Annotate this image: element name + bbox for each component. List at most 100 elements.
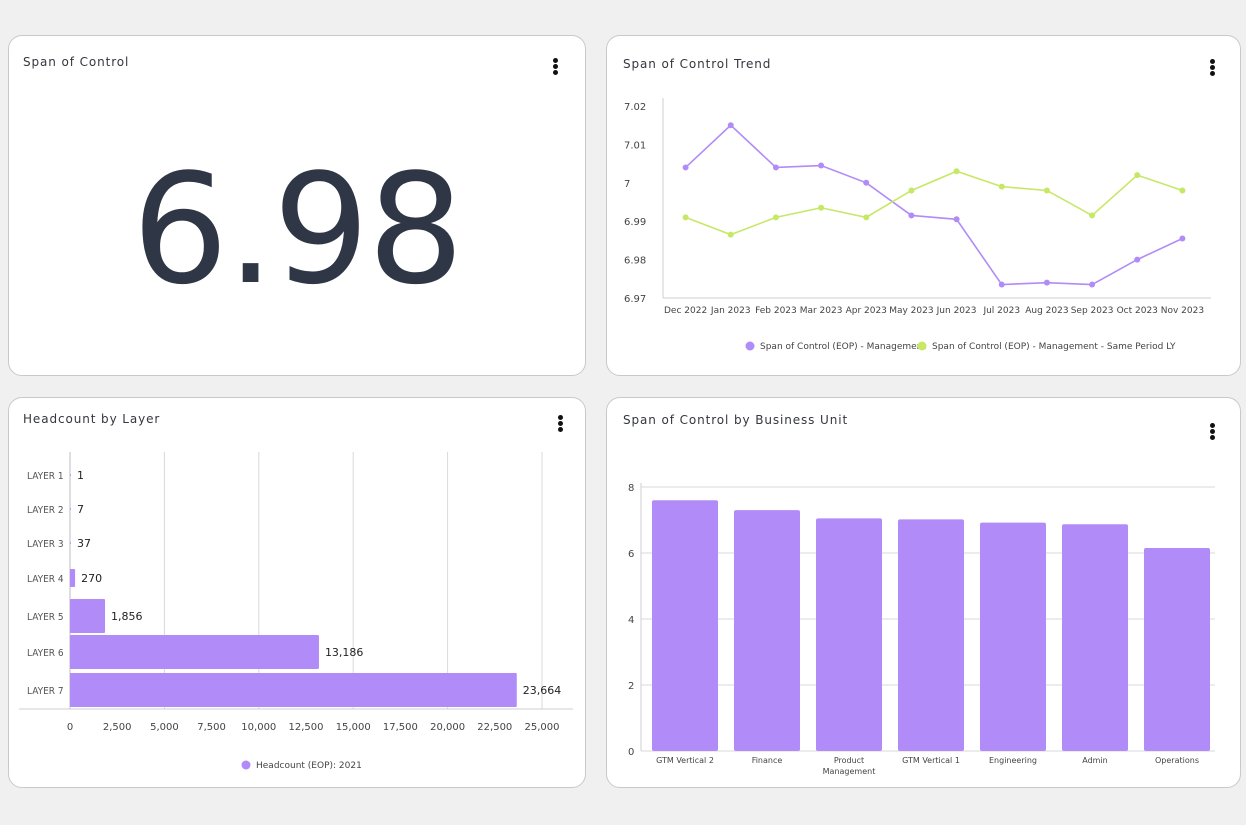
x-tick-label: 15,000 bbox=[336, 722, 371, 733]
x-tick-label: 17,500 bbox=[383, 722, 418, 733]
y-tick-label: 8 bbox=[628, 483, 634, 494]
data-point bbox=[727, 122, 734, 129]
x-tick-label: 22,500 bbox=[477, 722, 512, 733]
bar bbox=[70, 673, 517, 707]
data-point bbox=[772, 214, 779, 221]
x-tick-label: Sep 2023 bbox=[1071, 306, 1114, 316]
kebab-menu-icon[interactable] bbox=[551, 57, 561, 77]
bar bbox=[70, 542, 71, 544]
x-tick-label: 0 bbox=[67, 722, 73, 733]
data-point bbox=[908, 187, 915, 194]
headcount-card: Headcount by Layer LAYER 1 1 LAYER 2 7 LAYER… bbox=[8, 397, 586, 788]
x-tick-label: Operations bbox=[1155, 756, 1199, 765]
y-tick-label: 4 bbox=[628, 615, 634, 626]
data-point bbox=[953, 216, 960, 223]
kebab-menu-icon[interactable] bbox=[1208, 58, 1218, 78]
data-point bbox=[1134, 172, 1141, 179]
headcount-chart: LAYER 1 1 LAYER 2 7 LAYER 3 37 LAYER 4 270 LAYER… bbox=[19, 452, 573, 771]
x-tick-label: Dec 2022 bbox=[664, 306, 707, 316]
data-label: 1,856 bbox=[111, 610, 143, 623]
card-title: Span of Control Trend bbox=[623, 57, 772, 71]
bar bbox=[898, 519, 964, 751]
data-point bbox=[863, 214, 870, 221]
y-tick-label: 6 bbox=[628, 549, 634, 560]
x-tick-label: 10,000 bbox=[241, 722, 276, 733]
x-tick-label: 2,500 bbox=[103, 722, 132, 733]
x-tick-label: May 2023 bbox=[889, 306, 933, 316]
y-category-label: LAYER 6 bbox=[27, 648, 64, 659]
bu-chart: 0 2 4 6 8 GTM Vertical 2 Finance Product Managem… bbox=[628, 483, 1215, 776]
x-tick-label: Jan 2023 bbox=[710, 306, 751, 316]
x-tick-label: Product bbox=[834, 756, 864, 765]
data-point bbox=[1043, 187, 1050, 194]
y-tick-label: 7.01 bbox=[624, 140, 646, 151]
data-label: 13,186 bbox=[325, 646, 364, 659]
y-category-label: LAYER 2 bbox=[27, 505, 64, 516]
x-tick-label: 25,000 bbox=[525, 722, 560, 733]
bar bbox=[1062, 524, 1128, 751]
data-point bbox=[1179, 235, 1186, 242]
card-title: Span of Control by Business Unit bbox=[623, 413, 849, 427]
x-tick-label: Apr 2023 bbox=[846, 306, 887, 316]
data-label: 23,664 bbox=[523, 684, 562, 697]
series-line-1 bbox=[685, 124, 1183, 286]
legend-swatch bbox=[241, 760, 251, 770]
legend-swatch bbox=[917, 341, 927, 351]
x-tick-label: Aug 2023 bbox=[1025, 306, 1068, 316]
bu-card: Span of Control by Business Unit 0 2 4 6 8 GT… bbox=[606, 397, 1241, 788]
y-category-label: LAYER 5 bbox=[27, 612, 64, 623]
x-tick-label: 5,000 bbox=[150, 722, 179, 733]
trend-chart: 6.97 6.98 6.99 7 7.01 7.02 Dec 2022 Jan 2023 Feb… bbox=[624, 98, 1211, 352]
x-tick-label: 20,000 bbox=[430, 722, 465, 733]
data-point bbox=[1179, 187, 1186, 194]
x-tick-label: Jun 2023 bbox=[936, 306, 977, 316]
legend-label: Span of Control (EOP) - Management - Sam… bbox=[932, 342, 1176, 352]
data-label: 37 bbox=[77, 537, 91, 550]
y-category-label: LAYER 7 bbox=[27, 686, 64, 697]
bar bbox=[70, 599, 106, 633]
bar bbox=[70, 474, 71, 476]
data-point bbox=[953, 168, 960, 175]
x-tick-label: Nov 2023 bbox=[1161, 306, 1204, 316]
bar bbox=[816, 518, 882, 751]
y-category-label: LAYER 3 bbox=[27, 539, 64, 550]
bar bbox=[652, 500, 718, 751]
x-tick-label: 7,500 bbox=[197, 722, 226, 733]
data-point bbox=[998, 281, 1005, 288]
data-point bbox=[772, 164, 779, 171]
x-tick-label: Engineering bbox=[989, 756, 1037, 765]
data-point bbox=[818, 204, 825, 211]
y-tick-label: 7.02 bbox=[624, 102, 646, 113]
x-tick-label: GTM Vertical 2 bbox=[656, 756, 714, 765]
data-point bbox=[1134, 256, 1141, 263]
data-point bbox=[727, 231, 734, 238]
trend-card: Span of Control Trend 6.97 6.98 6.99 7 7.01 7… bbox=[606, 35, 1241, 376]
y-category-label: LAYER 1 bbox=[27, 471, 64, 482]
kpi-value: 6.98 bbox=[131, 141, 464, 318]
data-point bbox=[1089, 212, 1096, 219]
x-tick-label: Admin bbox=[1082, 756, 1108, 765]
data-point bbox=[1089, 281, 1096, 288]
data-label: 1 bbox=[77, 469, 84, 482]
kpi-card: Span of Control 6.98 bbox=[8, 35, 586, 376]
data-label: 270 bbox=[81, 572, 102, 585]
series-line-2 bbox=[685, 170, 1183, 236]
data-point bbox=[682, 214, 689, 221]
kebab-menu-icon[interactable] bbox=[1208, 422, 1218, 442]
bar bbox=[70, 569, 76, 587]
data-point bbox=[682, 164, 689, 171]
y-tick-label: 0 bbox=[628, 747, 634, 758]
x-tick-label: Finance bbox=[752, 756, 783, 765]
y-tick-label: 6.98 bbox=[624, 256, 646, 267]
x-tick-label: Jul 2023 bbox=[982, 306, 1020, 316]
bar bbox=[70, 508, 71, 510]
y-tick-label: 7 bbox=[624, 179, 630, 190]
y-tick-label: 6.97 bbox=[624, 294, 646, 305]
card-title: Span of Control bbox=[23, 55, 130, 69]
kebab-menu-icon[interactable] bbox=[556, 414, 566, 434]
y-category-label: LAYER 4 bbox=[27, 574, 64, 585]
y-tick-label: 6.99 bbox=[624, 217, 646, 228]
bar bbox=[1144, 548, 1210, 751]
legend-swatch bbox=[745, 341, 755, 351]
data-point bbox=[818, 162, 825, 169]
